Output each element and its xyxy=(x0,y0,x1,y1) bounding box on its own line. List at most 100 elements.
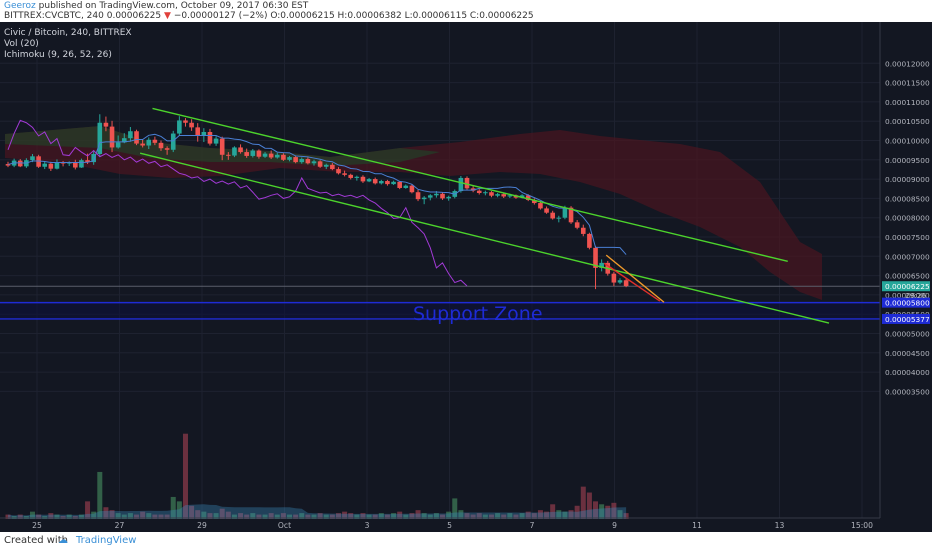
volume-bar xyxy=(121,514,127,519)
bar-countdown-label: 29:26 xyxy=(905,291,927,300)
candle-body xyxy=(317,161,323,167)
volume-bar xyxy=(476,513,482,519)
candle-body xyxy=(427,195,433,198)
volume-bar xyxy=(495,513,501,519)
price-tick-label: 0.00012000 xyxy=(885,59,930,68)
volume-bar xyxy=(182,433,188,519)
candle-body xyxy=(128,131,133,139)
candle-body xyxy=(232,147,237,156)
author-link[interactable]: Geeroz xyxy=(4,1,36,11)
candle-body xyxy=(73,162,78,168)
candle-body xyxy=(238,147,243,153)
volume-bar xyxy=(17,514,23,519)
volume-bar xyxy=(115,513,121,519)
candle-body xyxy=(562,207,568,218)
candle-body xyxy=(177,120,182,134)
price-tick-label: 0.00010500 xyxy=(885,117,930,126)
symbol-label: BITTREX:CVCBTC, 240 xyxy=(4,11,104,21)
candle-body xyxy=(121,138,127,143)
volume-bar xyxy=(299,513,305,519)
candle-body xyxy=(213,138,219,144)
candle-body xyxy=(134,131,139,144)
volume-bar xyxy=(599,504,605,519)
volume-bar xyxy=(207,513,213,519)
candle-body xyxy=(507,195,513,197)
candle-body xyxy=(115,142,121,148)
candle-body xyxy=(244,152,249,156)
volume-bar xyxy=(513,514,519,519)
footer-bar: Created with ☁ TradingView xyxy=(0,532,932,550)
price-label-box xyxy=(882,313,930,324)
candle-body xyxy=(281,154,286,160)
candle-body xyxy=(305,159,311,164)
candle-body xyxy=(409,185,415,193)
time-tick-label: 9 xyxy=(612,521,617,530)
candle-body xyxy=(164,148,170,150)
candle-body xyxy=(483,192,488,194)
candle-body xyxy=(299,159,305,163)
volume-bar xyxy=(323,514,329,519)
price-tick-label: 0.00006500 xyxy=(885,272,930,281)
support-zone-label: Support Zone xyxy=(413,303,543,325)
candle-body xyxy=(446,196,451,199)
candle-body xyxy=(42,163,48,167)
candle-body xyxy=(525,195,531,200)
candle-body xyxy=(476,190,482,193)
time-tick-label: 27 xyxy=(115,521,125,530)
price-tick-label: 0.00009000 xyxy=(885,175,930,184)
candle-body xyxy=(146,139,152,146)
price-label-text: 0.00005800 xyxy=(885,299,930,308)
volume-bar xyxy=(5,514,11,519)
chart-panel[interactable]: Support Zone 0.00012000 0.00011500 0.000110… xyxy=(0,22,932,532)
volume-bar xyxy=(231,514,237,519)
candle-body xyxy=(207,132,213,144)
volume-bar xyxy=(464,513,470,519)
volume-bar xyxy=(537,510,543,519)
candle-body xyxy=(434,193,439,196)
candle-body xyxy=(170,133,176,150)
price-tick-label: 0.00007500 xyxy=(885,233,930,242)
volume-bar xyxy=(329,514,335,519)
candle-body xyxy=(183,120,188,123)
volume-bar xyxy=(164,514,170,519)
candle-body xyxy=(330,164,335,170)
tradingview-brand-link[interactable]: TradingView xyxy=(76,535,137,546)
volume-bar xyxy=(66,514,72,519)
price-tick-label: 0.00004000 xyxy=(885,368,930,377)
wedge-lower-line xyxy=(603,262,661,302)
volume-bar xyxy=(219,508,225,519)
support-zone-band xyxy=(0,302,880,319)
volume-bar xyxy=(127,513,133,519)
time-tick-label: 7 xyxy=(530,521,535,530)
publish-line: Geeroz published on TradingView.com, Oct… xyxy=(4,1,308,11)
candle-body xyxy=(336,169,341,174)
volume-bar xyxy=(176,501,182,519)
volume-bar xyxy=(225,511,231,519)
candle-body xyxy=(532,199,537,204)
volume-bar xyxy=(440,514,446,519)
volume-bar xyxy=(140,511,146,519)
price-tick-label: 0.00003500 xyxy=(885,387,930,396)
tradingview-cloud-icon[interactable]: ☁ xyxy=(58,535,68,546)
volume-bar xyxy=(256,514,262,519)
volume-bar xyxy=(335,513,341,519)
volume-bar xyxy=(482,514,488,519)
price-label-text: 0.00006225 xyxy=(885,282,930,291)
candle-body xyxy=(421,197,427,200)
volume-bar xyxy=(568,510,574,519)
last-price: 0.00006225 xyxy=(106,11,162,21)
chart-svg[interactable]: Support Zone 0.00012000 0.00011500 0.000110… xyxy=(0,22,932,532)
volume-bar xyxy=(433,513,439,519)
volume-bar xyxy=(189,505,195,519)
candle-body xyxy=(48,163,54,169)
volume-bar xyxy=(36,514,42,519)
volume-bar xyxy=(409,513,415,519)
candle-body xyxy=(158,142,164,149)
volume-bar xyxy=(244,514,250,519)
volume-ma-area xyxy=(8,504,627,519)
volume-bar xyxy=(146,513,152,519)
volume-bar xyxy=(580,486,586,519)
volume-bar xyxy=(550,504,556,519)
time-tick-label: 3 xyxy=(365,521,370,530)
volume-bar xyxy=(48,513,54,519)
